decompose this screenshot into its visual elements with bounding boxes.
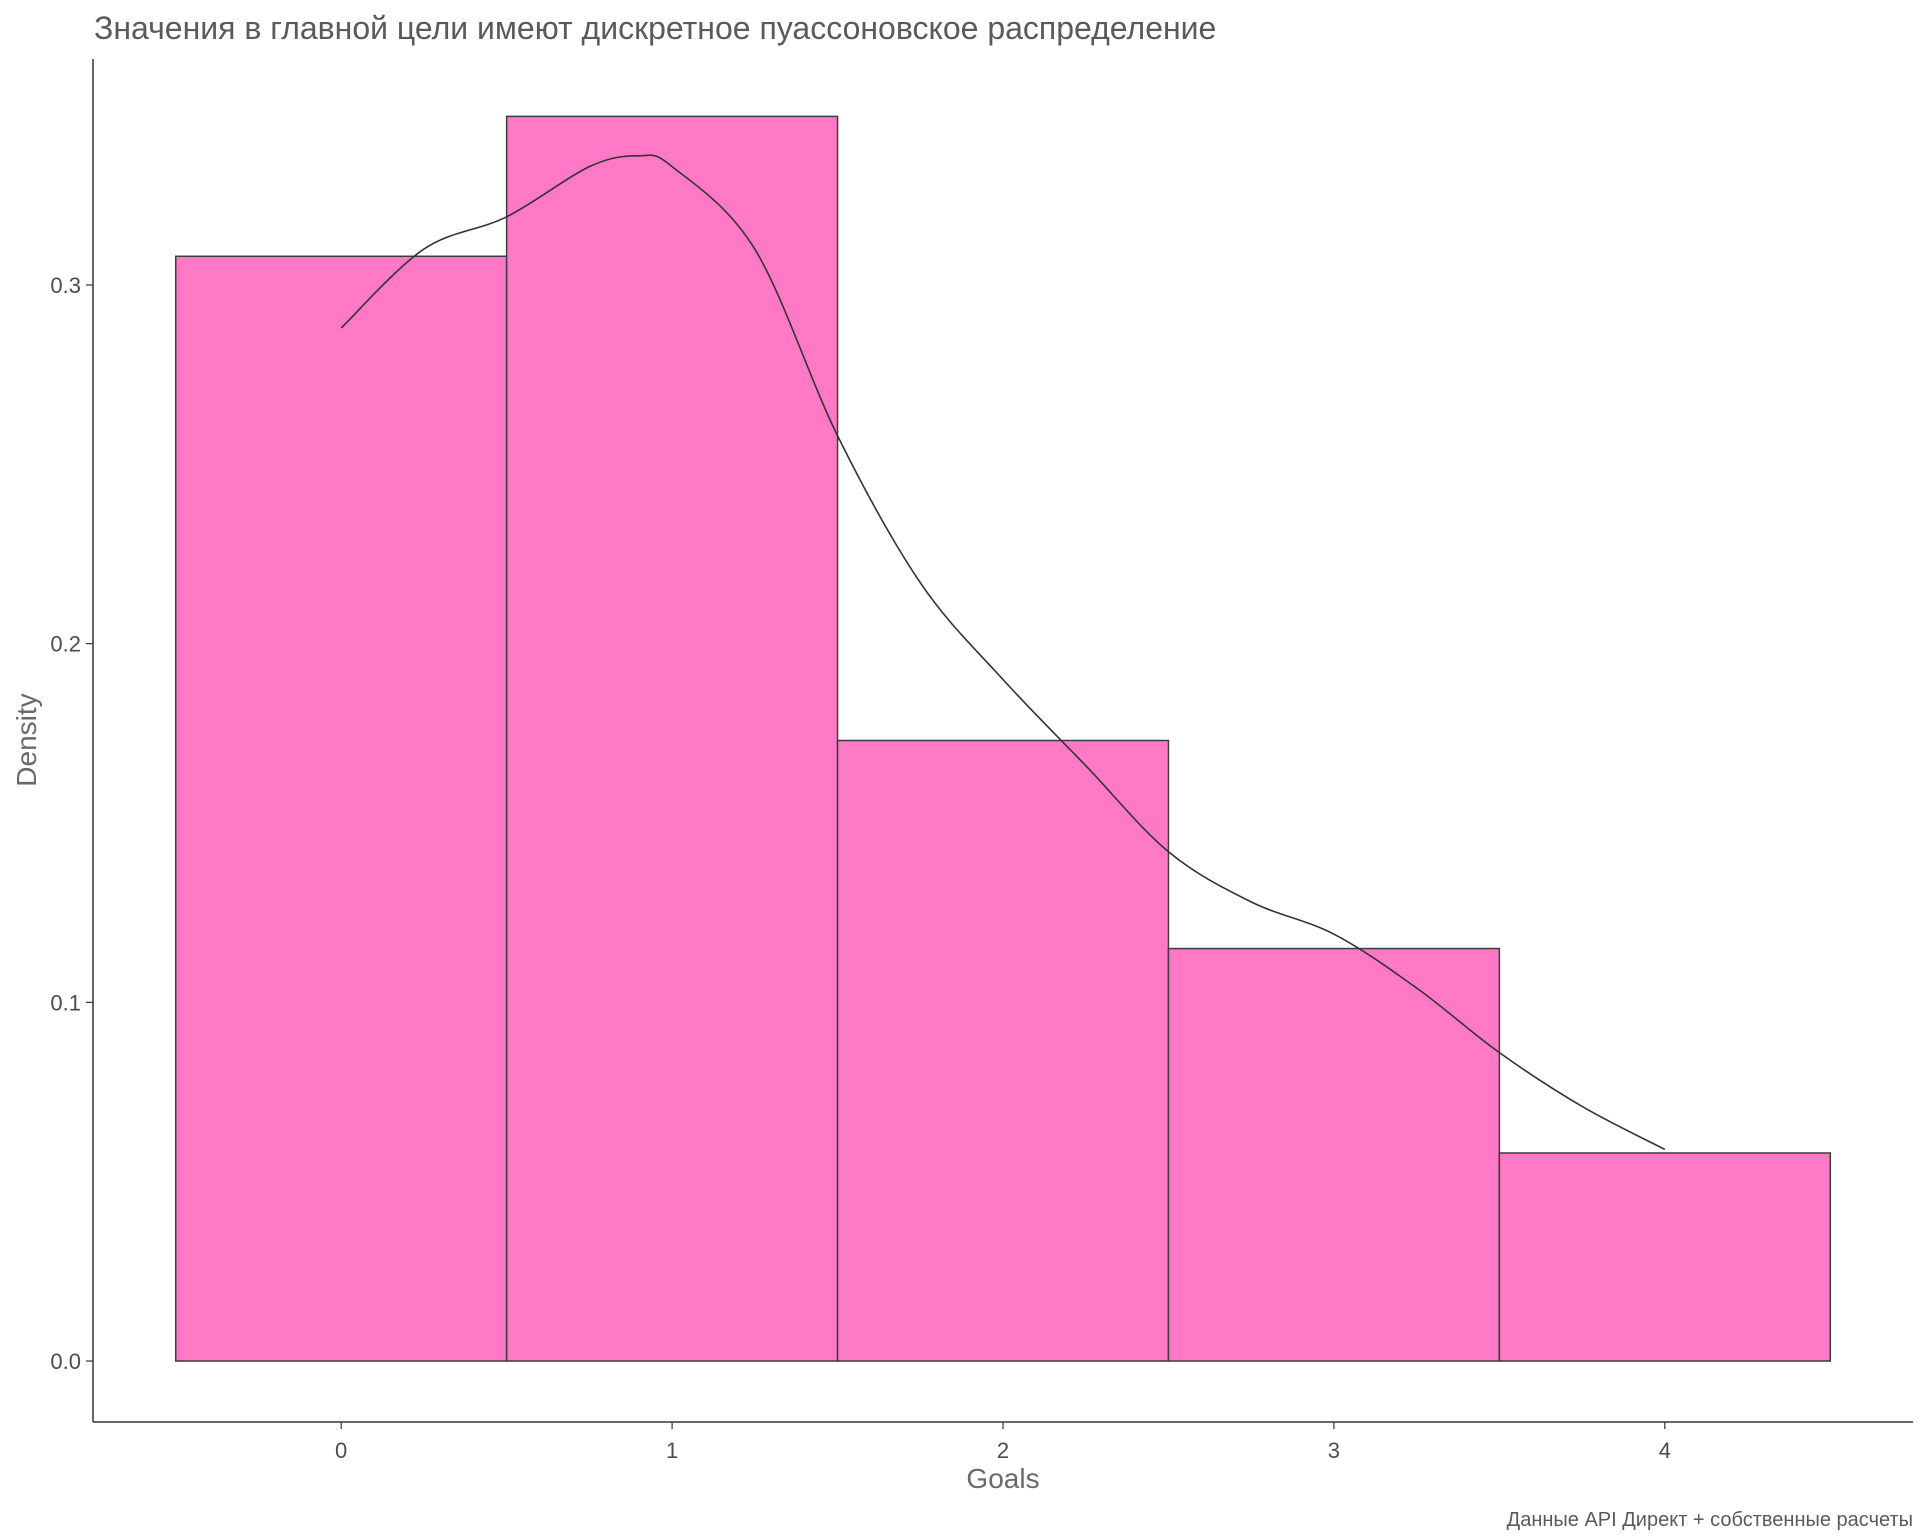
x-tick-label: 0 [335,1438,347,1463]
histogram-bars [174,115,1832,1362]
histogram-bar-2 [836,739,1170,1362]
x-tick-label: 2 [997,1438,1009,1463]
y-tick-label: 0.3 [50,273,81,298]
density-curve-layer [340,154,1666,1151]
y-tick-label: 0.0 [50,1349,81,1374]
chart-title: Значения в главной цели имеют дискретное… [94,10,1216,46]
y-tick-label: 0.2 [50,632,81,657]
y-axis-title: Density [11,693,42,786]
histogram-bar-4 [1498,1152,1832,1362]
chart-caption: Данные API Директ + собственные расчеты [1507,1509,1913,1531]
x-tick-label: 3 [1328,1438,1340,1463]
histogram-bar-3 [1167,947,1501,1362]
density-curve [340,154,1666,1151]
y-tick-label: 0.1 [50,990,81,1015]
x-axis-title: Goals [966,1463,1039,1494]
x-axis-ticks: 0 1 2 3 4 [335,1422,1671,1463]
histogram-bar-1 [505,115,839,1362]
x-tick-label: 1 [666,1438,678,1463]
histogram-bar-0 [174,255,508,1362]
y-axis-ticks: 0.0 0.1 0.2 0.3 [50,273,93,1374]
x-tick-label: 4 [1659,1438,1671,1463]
